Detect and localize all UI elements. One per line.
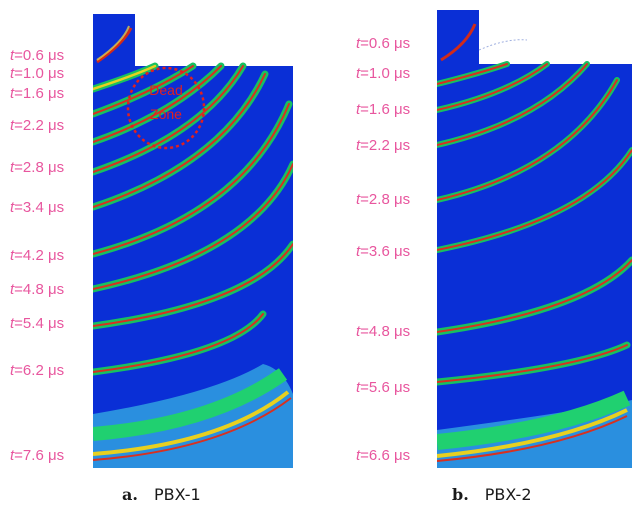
time-label: t=2.8 μs xyxy=(10,159,65,176)
time-label: t=0.6 μs xyxy=(10,47,65,64)
simulation-image-pbx-1 xyxy=(93,14,293,468)
panel-letter: a. xyxy=(122,485,138,504)
panel-letter: b. xyxy=(452,485,469,504)
dead-zone-line2: Zone xyxy=(150,106,182,123)
wavefront-plot-b xyxy=(437,10,632,468)
time-label: t=2.8 μs xyxy=(356,191,411,208)
time-label: t=4.2 μs xyxy=(10,247,65,264)
simulation-image-pbx-2 xyxy=(437,10,632,468)
time-label: t=5.4 μs xyxy=(10,315,65,332)
panel-name: PBX-1 xyxy=(153,485,201,504)
time-label: t=2.2 μs xyxy=(10,117,65,134)
dead-zone-outline xyxy=(126,66,206,150)
time-label: t=1.0 μs xyxy=(10,65,65,82)
time-label: t=1.6 μs xyxy=(10,85,65,102)
time-label: t=1.0 μs xyxy=(356,65,411,82)
time-label: t=6.2 μs xyxy=(10,362,65,379)
time-label: t=5.6 μs xyxy=(356,379,411,396)
dead-zone-label: Dead Zone xyxy=(136,82,196,122)
dead-zone-line1: Dead xyxy=(149,82,183,98)
time-label: t=3.4 μs xyxy=(10,199,65,216)
panel-caption-a: a. PBX-1 xyxy=(122,485,201,504)
time-label: t=4.8 μs xyxy=(10,281,65,298)
panel-caption-b: b. PBX-2 xyxy=(452,485,532,504)
panel-name: PBX-2 xyxy=(484,485,532,504)
time-label: t=6.6 μs xyxy=(356,447,411,464)
time-label: t=2.2 μs xyxy=(356,137,411,154)
time-label: t=1.6 μs xyxy=(356,101,411,118)
time-label: t=3.6 μs xyxy=(356,243,411,260)
time-label: t=7.6 μs xyxy=(10,447,65,464)
time-label: t=4.8 μs xyxy=(356,323,411,340)
time-label: t=0.6 μs xyxy=(356,35,411,52)
wavefront-plot-a xyxy=(93,14,293,468)
